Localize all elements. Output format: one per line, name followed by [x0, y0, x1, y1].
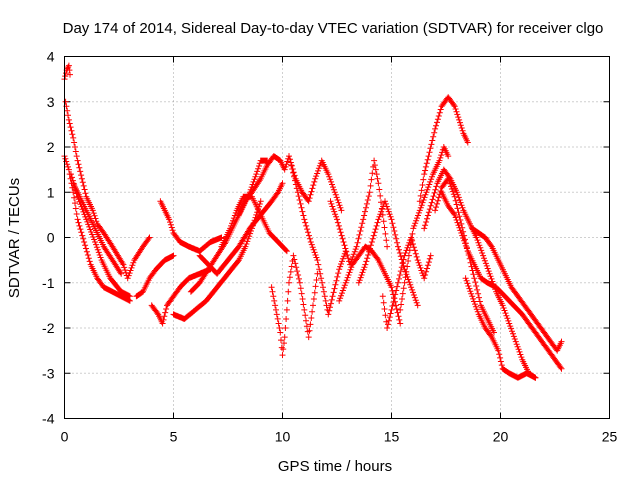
series-sat-w [432, 175, 497, 336]
tick-labels: 0 5 10 15 20 25 -4 -3 -2 -1 0 1 2 3 4 [42, 49, 617, 445]
y-tick-label: 2 [47, 139, 55, 155]
series-sat-o [288, 162, 349, 318]
marker-trace [133, 252, 177, 300]
series-sat-b [62, 98, 153, 282]
series-sat-t [397, 144, 452, 313]
marker-trace [157, 198, 225, 255]
y-axis-label: SDTVAR / TECUs [6, 178, 23, 298]
marker-trace [432, 175, 497, 336]
marker-trace [416, 94, 471, 205]
series-sat-f [133, 252, 177, 300]
x-tick-label: 0 [61, 429, 69, 445]
plot-frame [64, 56, 610, 419]
y-tick-label: 1 [47, 184, 55, 200]
x-tick-label: 20 [493, 429, 509, 445]
series-sat-u [416, 94, 471, 205]
marker-trace [61, 62, 73, 83]
series-sat-y [462, 275, 539, 381]
marker-trace [235, 153, 345, 218]
marker-trace [469, 225, 565, 354]
y-tick-label: -1 [42, 275, 55, 291]
y-tick-label: 4 [47, 49, 55, 65]
y-tick-label: 3 [47, 94, 55, 110]
marker-trace [397, 144, 452, 313]
series-sat-x [438, 189, 565, 372]
marker-trace [288, 162, 349, 318]
marker-trace [462, 275, 539, 381]
series-sat-n [268, 252, 321, 359]
series-sat-g [157, 198, 225, 255]
chart-title: Day 174 of 2014, Sidereal Day-to-day VTE… [63, 20, 604, 37]
series-sat-e [70, 180, 125, 277]
marker-trace [196, 180, 286, 277]
series-sat-s [379, 234, 434, 331]
series-sat-a [61, 62, 73, 83]
y-tick-label: -4 [42, 411, 55, 427]
marker-trace [355, 198, 421, 309]
series-sat-z [469, 225, 565, 354]
series-sat-m [235, 153, 345, 218]
y-tick-label: -3 [42, 365, 55, 381]
marker-trace [438, 189, 565, 372]
x-tick-label: 10 [275, 429, 291, 445]
marker-trace [379, 234, 434, 331]
marker-trace [70, 180, 125, 277]
marker-trace [62, 98, 153, 282]
x-tick-label: 25 [602, 429, 618, 445]
x-tick-label: 5 [170, 429, 178, 445]
series-sat-r [355, 198, 421, 309]
data-points [61, 62, 565, 381]
series-sat-k [196, 180, 286, 277]
x-tick-label: 15 [384, 429, 400, 445]
grid [64, 56, 610, 419]
y-tick-label: -2 [42, 320, 55, 336]
y-tick-label: 0 [47, 230, 55, 246]
marker-trace [268, 252, 321, 359]
x-axis-label: GPS time / hours [278, 458, 392, 475]
